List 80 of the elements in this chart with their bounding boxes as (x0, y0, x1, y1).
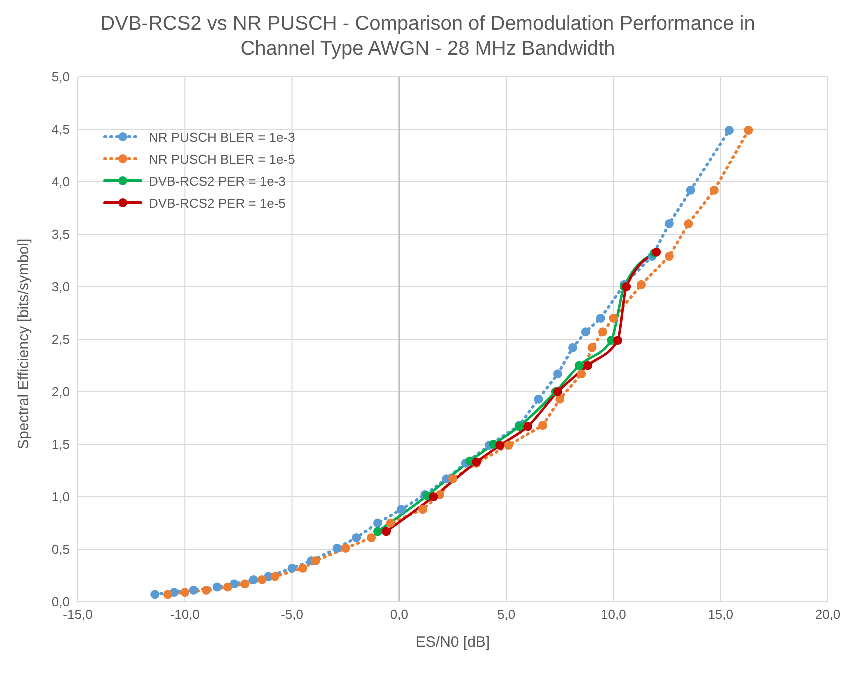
point (448, 474, 458, 484)
y-tick-label: 4,5 (52, 122, 70, 138)
x-tick-label: 10,0 (601, 607, 626, 622)
point (652, 248, 662, 257)
point (744, 126, 754, 136)
point (584, 361, 592, 370)
chart-title: DVB-RCS2 vs NR PUSCH - Comparison of Demodulation Performance in Channel Type AWGN - 28 MHz Bandwidth (100, 12, 756, 62)
point (189, 586, 198, 595)
y-tick-label: 1,0 (52, 490, 70, 505)
point (554, 370, 562, 379)
x-tick-label: 20,0 (815, 607, 841, 622)
point (554, 388, 562, 396)
x-tick-label: 0,0 (390, 607, 408, 622)
point (609, 314, 618, 323)
legend-label: DVB-RCS2 PER = 1e-5 (149, 196, 286, 210)
point (240, 580, 250, 589)
point (341, 544, 350, 553)
point (538, 421, 548, 430)
point (664, 220, 674, 228)
point (664, 252, 674, 262)
y-tick-label: 2,0 (52, 384, 70, 400)
point (614, 336, 622, 346)
point (311, 556, 320, 566)
point (382, 527, 392, 536)
point (202, 586, 212, 595)
y-tick-label: 0,0 (52, 594, 70, 610)
point (684, 220, 694, 228)
point (298, 564, 308, 573)
point (574, 361, 584, 370)
point (598, 328, 608, 337)
x-axis-title: ES/N0 [dB] (416, 634, 490, 651)
x-tick-label: -5,0 (281, 607, 304, 622)
y-tick-label: 1,5 (52, 437, 70, 452)
x-tick-label: -15,0 (63, 607, 93, 622)
x-tick-label: 5,0 (498, 607, 516, 622)
legend-label: NR PUSCH BLER = 1e-3 (149, 130, 296, 144)
point (568, 343, 578, 352)
point (577, 370, 586, 379)
point (581, 328, 590, 337)
legend-label: NR PUSCH BLER = 1e-5 (149, 152, 296, 166)
point (288, 564, 297, 573)
point (710, 186, 719, 195)
point (637, 280, 646, 290)
point (724, 126, 734, 136)
point (332, 544, 342, 553)
y-tick-label: 0,5 (52, 542, 70, 558)
point (386, 518, 396, 528)
point (164, 590, 172, 600)
point (496, 441, 505, 450)
point (249, 575, 258, 584)
point (429, 492, 438, 502)
y-tick-label: 5,0 (52, 70, 70, 85)
point (418, 505, 428, 514)
x-tick-label: 15,0 (708, 607, 734, 622)
point (374, 518, 382, 528)
point (374, 527, 382, 536)
point (258, 575, 267, 584)
point (686, 186, 696, 195)
point (596, 314, 606, 323)
point (534, 394, 544, 404)
x-tick-label: -10,0 (170, 607, 200, 622)
point (224, 582, 232, 592)
y-axis-title: Spectral Efficiency [bits/symbol] (15, 238, 32, 450)
y-tick-label: 3,0 (52, 280, 70, 295)
point (352, 533, 362, 542)
point (180, 588, 190, 598)
point (622, 282, 632, 292)
point (397, 505, 406, 514)
point (524, 422, 532, 432)
point (588, 343, 597, 352)
legend-label: DVB-RCS2 PER = 1e-3 (149, 174, 286, 188)
point (270, 572, 280, 582)
y-tick-label: 3,5 (52, 227, 70, 242)
point (212, 582, 222, 592)
y-tick-label: 4,0 (52, 174, 70, 190)
y-tick-label: 2,5 (52, 332, 70, 348)
point (556, 394, 565, 404)
point (150, 590, 160, 600)
point (504, 441, 514, 450)
point (367, 533, 376, 542)
